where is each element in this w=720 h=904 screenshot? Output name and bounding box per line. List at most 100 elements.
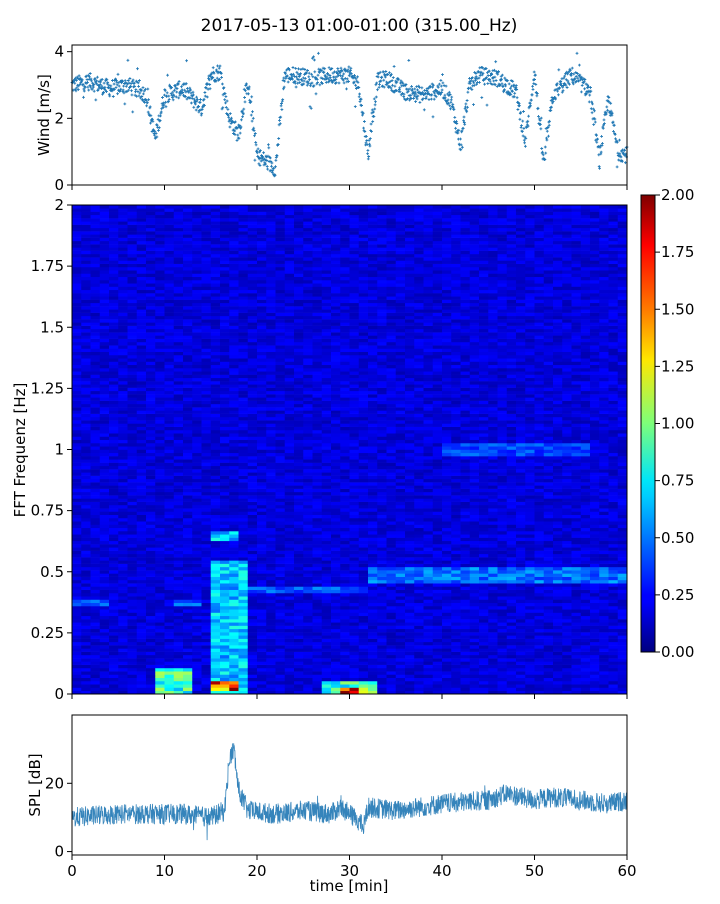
heatmap-cell [239, 427, 249, 431]
heatmap-cell [220, 251, 230, 255]
heatmap-cell [128, 469, 138, 473]
heatmap-cell [137, 427, 147, 431]
heatmap-cell [146, 613, 156, 617]
heatmap-cell [91, 622, 101, 626]
heatmap-cell [257, 326, 267, 330]
heatmap-cell [72, 296, 82, 300]
heatmap-cell [183, 205, 193, 209]
heatmap-cell [165, 293, 175, 297]
heatmap-cell [174, 388, 184, 392]
heatmap-cell [155, 596, 165, 600]
heatmap-cell [128, 280, 138, 284]
heatmap-cell [137, 603, 147, 607]
heatmap-cell [100, 212, 110, 216]
heatmap-cell [128, 466, 138, 470]
heatmap-cell [202, 290, 212, 294]
heatmap-cell [239, 306, 249, 310]
heatmap-cell [211, 547, 221, 551]
heatmap-cell [174, 593, 184, 597]
heatmap-cell [155, 394, 165, 398]
heatmap-cell [192, 388, 202, 392]
heatmap-cell [229, 580, 239, 584]
heatmap-cell [72, 577, 82, 581]
heatmap-cell [220, 583, 230, 587]
heatmap-cell [72, 365, 82, 369]
heatmap-cell [192, 570, 202, 574]
heatmap-cell [91, 661, 101, 665]
heatmap-cell [165, 388, 175, 392]
heatmap-cell [128, 384, 138, 388]
heatmap-cell [118, 453, 128, 457]
heatmap-cell [128, 590, 138, 594]
heatmap-cell [72, 534, 82, 538]
heatmap-cell [91, 655, 101, 659]
heatmap-cell [128, 287, 138, 291]
heatmap-cell [276, 329, 286, 333]
heatmap-cell [146, 381, 156, 385]
heatmap-cell [266, 433, 276, 437]
heatmap-cell [202, 401, 212, 405]
heatmap-cell [276, 234, 286, 238]
heatmap-cell [202, 407, 212, 411]
heatmap-cell [285, 593, 295, 597]
heatmap-cell [276, 502, 286, 506]
heatmap-cell [257, 505, 267, 509]
heatmap-cell [128, 417, 138, 421]
heatmap-cell [91, 306, 101, 310]
heatmap-cell [229, 469, 239, 473]
heatmap-cell [266, 479, 276, 483]
heatmap-cell [128, 368, 138, 372]
heatmap-cell [81, 316, 91, 320]
heatmap-cell [109, 687, 119, 691]
heatmap-cell [100, 557, 110, 561]
heatmap-cell [257, 231, 267, 235]
heatmap-cell [91, 524, 101, 528]
heatmap-cell [72, 329, 82, 333]
heatmap-cell [118, 671, 128, 675]
heatmap-cell [146, 557, 156, 561]
heatmap-cell [229, 511, 239, 515]
heatmap-cell [183, 632, 193, 636]
heatmap-cell [183, 375, 193, 379]
heatmap-cell [239, 368, 249, 372]
heatmap-cell [202, 348, 212, 352]
heatmap-cell [109, 472, 119, 476]
heatmap-cell [100, 658, 110, 662]
heatmap-cell [202, 534, 212, 538]
heatmap-cell [81, 381, 91, 385]
heatmap-cell [248, 225, 258, 229]
heatmap-cell [128, 423, 138, 427]
heatmap-cell [211, 648, 221, 652]
heatmap-cell [137, 661, 147, 665]
heatmap-cell [128, 538, 138, 542]
heatmap-cell [72, 541, 82, 545]
heatmap-cell [192, 326, 202, 330]
heatmap-cell [91, 648, 101, 652]
heatmap-cell [266, 423, 276, 427]
heatmap-cell [266, 570, 276, 574]
heatmap-cell [285, 280, 295, 284]
heatmap-cell [183, 251, 193, 255]
heatmap-cell [81, 639, 91, 643]
heatmap-cell [285, 674, 295, 678]
heatmap-cell [266, 241, 276, 245]
heatmap-cell [192, 583, 202, 587]
heatmap-cell [155, 511, 165, 515]
heatmap-cell [109, 652, 119, 656]
heatmap-cell [257, 407, 267, 411]
heatmap-cell [137, 443, 147, 447]
heatmap-cell [100, 622, 110, 626]
heatmap-cell [165, 534, 175, 538]
heatmap-cell [155, 225, 165, 229]
heatmap-cell [128, 665, 138, 669]
heatmap-cell [81, 528, 91, 532]
heatmap-cell [211, 642, 221, 646]
heatmap-cell [248, 391, 258, 395]
heatmap-cell [229, 309, 239, 313]
heatmap-cell [266, 508, 276, 512]
heatmap-cell [72, 287, 82, 291]
heatmap-cell [229, 524, 239, 528]
heatmap-cell [220, 238, 230, 242]
heatmap-cell [128, 313, 138, 317]
heatmap-cell [192, 300, 202, 304]
